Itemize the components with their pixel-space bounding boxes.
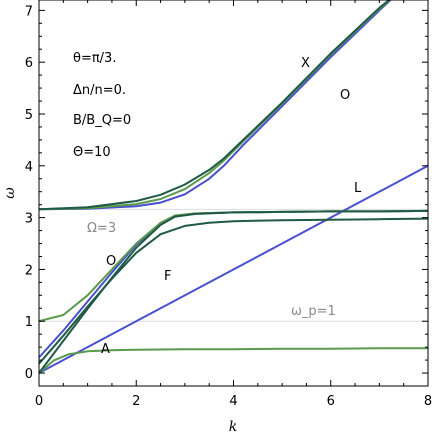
series-line-1 <box>39 164 428 374</box>
series-line-5 <box>39 347 428 374</box>
annotation-big-theta: Θ=10 <box>73 145 111 160</box>
series-line-9 <box>39 209 428 374</box>
series-line-8 <box>39 217 428 365</box>
annotation-omega-cyclotron: Ω=3 <box>87 221 116 236</box>
series-group <box>39 0 428 374</box>
y-tick-label: 3 <box>25 212 33 227</box>
y-tick-label: 1 <box>25 315 33 330</box>
x-tick-label: 4 <box>229 394 237 409</box>
mode-label-x: X <box>301 56 310 71</box>
y-tick-label: 5 <box>25 108 33 123</box>
y-tick-label: 2 <box>25 263 33 278</box>
annotation-field-ratio: B/B_Q=0 <box>73 113 131 128</box>
y-tick-label: 7 <box>25 4 33 19</box>
series-line-3 <box>39 0 392 211</box>
y-tick-label: 6 <box>25 56 33 71</box>
y-axis-title: ω <box>2 187 18 199</box>
x-tick-label: 2 <box>132 394 140 409</box>
mode-label-a: A <box>101 342 110 357</box>
annotation-delta-n: Δn/n=0. <box>73 83 126 98</box>
mode-label-o-upper: O <box>340 88 350 103</box>
y-tick-label: 4 <box>25 160 33 175</box>
x-tick-label: 8 <box>424 394 432 409</box>
tick-labels: 0 2 4 6 8 0 1 2 3 4 5 6 7 <box>25 4 432 409</box>
mode-label-o-lower: O <box>106 254 116 269</box>
series-line-6 <box>39 0 392 211</box>
x-axis-title: k <box>229 419 237 435</box>
y-tick-label: 0 <box>25 367 33 382</box>
x-tick-label: 6 <box>327 394 335 409</box>
annotation-theta: θ=π/3. <box>73 51 116 66</box>
series-line-7 <box>39 0 391 211</box>
x-tick-label: 0 <box>35 394 43 409</box>
reference-lines <box>39 208 428 322</box>
mode-label-l: L <box>354 181 362 196</box>
ticks <box>38 0 429 386</box>
mode-label-f: F <box>164 269 171 284</box>
annotation-omega-plasma: ω_p=1 <box>291 304 336 319</box>
